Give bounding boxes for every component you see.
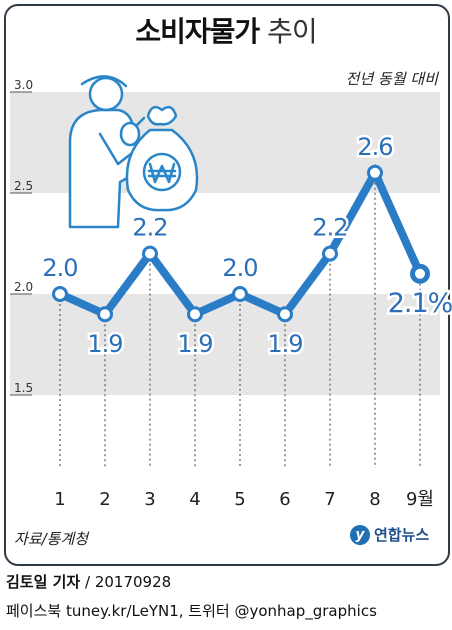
point-8-inner — [415, 268, 425, 279]
x-tick-label-7: 8 — [369, 489, 380, 510]
credit-line: 김토일 기자 / 20170928 — [6, 571, 171, 592]
x-axis-ticks: 1 2 3 4 5 6 7 8 9월 — [54, 489, 434, 510]
x-tick-label-5: 6 — [279, 489, 290, 510]
point-7 — [367, 164, 383, 181]
data-label-2: 2.2 — [132, 214, 167, 242]
x-tick-label-6: 7 — [324, 489, 335, 510]
y-tick-label-2: 2.0 — [14, 280, 33, 294]
data-label-3: 1.9 — [177, 330, 212, 358]
point-2 — [142, 245, 158, 262]
y-tick-label-3: 1.5 — [14, 381, 33, 395]
point-4 — [232, 286, 248, 302]
title-sub: 추이 — [267, 15, 318, 48]
drop-lines — [59, 172, 421, 468]
data-labels: 2.0 1.9 2.2 1.9 2.0 1.9 2.2 2.6 2.1% — [40, 130, 452, 360]
yonhap-logo: y 연합뉴스 — [350, 524, 429, 545]
credit-social: 페이스북 tuney.kr/LeYN1, 트위터 @yonhap_graphic… — [6, 602, 377, 620]
x-tick-label-4: 5 — [234, 489, 245, 510]
credit-date: / 20170928 — [85, 573, 172, 591]
point-3 — [187, 306, 203, 323]
y-tick-label-1: 2.5 — [14, 179, 33, 193]
x-tick-label-2: 3 — [144, 489, 155, 510]
x-tick-label-8: 9월 — [406, 489, 434, 510]
chart-subtitle: 전년 동월 대비 — [345, 70, 438, 88]
chart-title: 소비자물가 추이 — [0, 10, 452, 50]
point-1 — [97, 306, 113, 323]
y-axis-ticks: 3.0 2.5 2.0 1.5 — [10, 78, 33, 396]
x-tick-label-3: 4 — [189, 489, 200, 510]
money-bag-illustration — [68, 75, 199, 229]
data-points — [52, 164, 430, 323]
point-5 — [277, 306, 293, 323]
point-6 — [322, 245, 338, 262]
title-main: 소비자물가 — [135, 15, 260, 48]
point-0 — [52, 286, 68, 302]
data-label-7: 2.6 — [357, 133, 392, 161]
y-tick-label-0: 3.0 — [14, 78, 33, 92]
band-1 — [10, 294, 440, 395]
x-tick-label-1: 2 — [99, 489, 110, 510]
x-tick-label-0: 1 — [54, 489, 65, 510]
yonhap-logo-icon: y — [350, 524, 370, 545]
data-label-1: 1.9 — [87, 330, 122, 358]
data-label-0: 2.0 — [42, 254, 77, 282]
data-label-4: 2.0 — [222, 254, 257, 282]
data-label-6: 2.2 — [312, 214, 347, 242]
yonhap-logo-text: 연합뉴스 — [374, 526, 430, 544]
source-note: 자료/통계청 — [14, 530, 89, 548]
data-label-8: 2.1% — [388, 288, 452, 319]
credit-author: 김토일 기자 — [6, 573, 81, 591]
data-label-5: 1.9 — [267, 330, 302, 358]
